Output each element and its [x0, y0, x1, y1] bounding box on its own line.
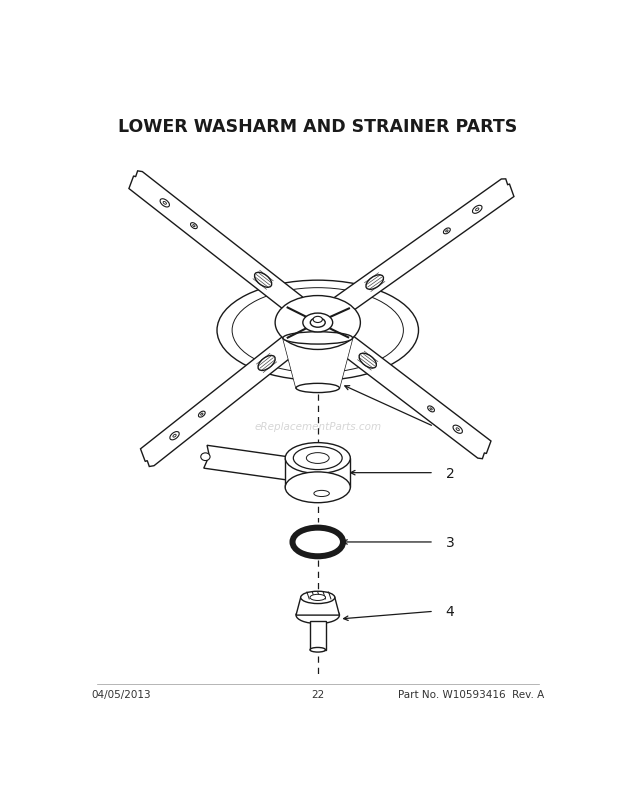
- Polygon shape: [141, 331, 304, 467]
- Ellipse shape: [193, 225, 195, 228]
- Ellipse shape: [275, 296, 360, 350]
- Ellipse shape: [301, 592, 335, 604]
- Ellipse shape: [173, 435, 176, 438]
- Text: 1: 1: [446, 420, 454, 434]
- Polygon shape: [129, 172, 303, 314]
- Ellipse shape: [198, 411, 205, 418]
- Ellipse shape: [366, 275, 384, 290]
- Ellipse shape: [285, 472, 350, 503]
- Ellipse shape: [453, 426, 463, 434]
- Polygon shape: [310, 621, 326, 650]
- Polygon shape: [331, 330, 491, 459]
- Ellipse shape: [456, 428, 459, 431]
- Ellipse shape: [160, 200, 169, 208]
- Ellipse shape: [443, 229, 450, 234]
- Ellipse shape: [201, 453, 210, 461]
- Ellipse shape: [428, 407, 435, 412]
- Polygon shape: [334, 180, 514, 316]
- Polygon shape: [296, 597, 340, 615]
- Polygon shape: [204, 446, 319, 484]
- Text: 3: 3: [446, 535, 454, 549]
- Polygon shape: [283, 338, 353, 388]
- Ellipse shape: [293, 447, 342, 470]
- Polygon shape: [285, 459, 350, 488]
- Ellipse shape: [446, 230, 448, 233]
- Ellipse shape: [296, 531, 340, 553]
- Ellipse shape: [314, 491, 329, 497]
- Text: 2: 2: [446, 466, 454, 480]
- Ellipse shape: [472, 206, 482, 214]
- Ellipse shape: [310, 648, 326, 652]
- Ellipse shape: [170, 432, 179, 440]
- Ellipse shape: [313, 317, 322, 323]
- Ellipse shape: [430, 408, 432, 411]
- Ellipse shape: [296, 384, 340, 393]
- Text: Part No. W10593416  Rev. A: Part No. W10593416 Rev. A: [398, 690, 544, 699]
- Ellipse shape: [201, 414, 203, 415]
- Ellipse shape: [283, 332, 353, 345]
- Ellipse shape: [310, 318, 326, 328]
- Text: eReplacementParts.com: eReplacementParts.com: [254, 422, 381, 432]
- Ellipse shape: [310, 594, 326, 601]
- Ellipse shape: [285, 443, 350, 474]
- Ellipse shape: [476, 209, 479, 212]
- Ellipse shape: [306, 453, 329, 464]
- Text: LOWER WASHARM AND STRAINER PARTS: LOWER WASHARM AND STRAINER PARTS: [118, 118, 517, 136]
- Text: 4: 4: [446, 605, 454, 618]
- Ellipse shape: [255, 273, 272, 288]
- Text: 22: 22: [311, 690, 324, 699]
- Ellipse shape: [163, 202, 166, 205]
- Ellipse shape: [296, 607, 340, 624]
- Text: 04/05/2013: 04/05/2013: [92, 690, 151, 699]
- Ellipse shape: [359, 354, 376, 369]
- Ellipse shape: [303, 314, 333, 333]
- Ellipse shape: [190, 224, 197, 229]
- Ellipse shape: [258, 356, 275, 371]
